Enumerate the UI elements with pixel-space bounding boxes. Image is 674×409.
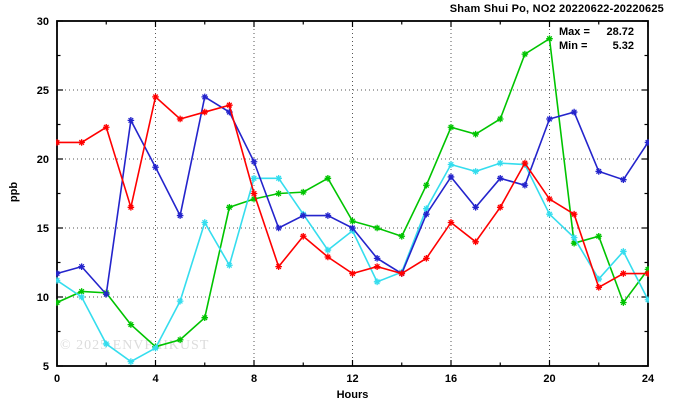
max-annotation: Max = 28.72 <box>559 25 634 39</box>
x-tick-label: 0 <box>54 373 60 385</box>
tick-labels: 0 4 8 12 16 20 24 5 10 15 20 25 30 <box>37 16 655 385</box>
min-label: Min = <box>559 40 588 52</box>
grid-lines <box>57 21 648 366</box>
x-tick-label: 20 <box>543 373 555 385</box>
y-tick-label: 15 <box>37 223 49 235</box>
y-tick-label: 30 <box>37 16 49 28</box>
y-tick-label: 20 <box>37 154 49 166</box>
x-tick-label: 12 <box>346 373 358 385</box>
series-green-line <box>56 37 649 348</box>
y-tick-label: 10 <box>37 292 49 304</box>
min-value: 5.32 <box>612 40 634 52</box>
minmax-annotation: Max = 28.72 Min = 5.32 <box>559 25 634 53</box>
chart-title: Sham Shui Po, NO2 20220622-20220625 <box>449 3 664 15</box>
series-cyan-line <box>56 162 649 363</box>
x-axis-label: Hours <box>336 389 369 401</box>
series-group <box>56 35 649 365</box>
series-red-markers <box>56 93 649 291</box>
max-label: Max = <box>559 26 590 38</box>
series-green-markers <box>56 35 649 350</box>
series-green <box>56 35 649 350</box>
series-blue <box>56 93 649 298</box>
series-red <box>56 93 649 291</box>
series-cyan-markers <box>56 159 649 365</box>
axis-ticks <box>56 20 649 367</box>
x-tick-label: 24 <box>642 373 655 385</box>
series-cyan <box>56 159 649 365</box>
max-value: 28.72 <box>606 26 634 38</box>
y-tick-label: 5 <box>43 361 49 373</box>
series-blue-markers <box>56 93 649 298</box>
x-tick-label: 4 <box>152 373 159 385</box>
x-tick-label: 16 <box>445 373 457 385</box>
x-tick-label: 8 <box>251 373 257 385</box>
min-annotation: Min = 5.32 <box>559 39 634 53</box>
y-tick-label: 25 <box>37 85 49 97</box>
